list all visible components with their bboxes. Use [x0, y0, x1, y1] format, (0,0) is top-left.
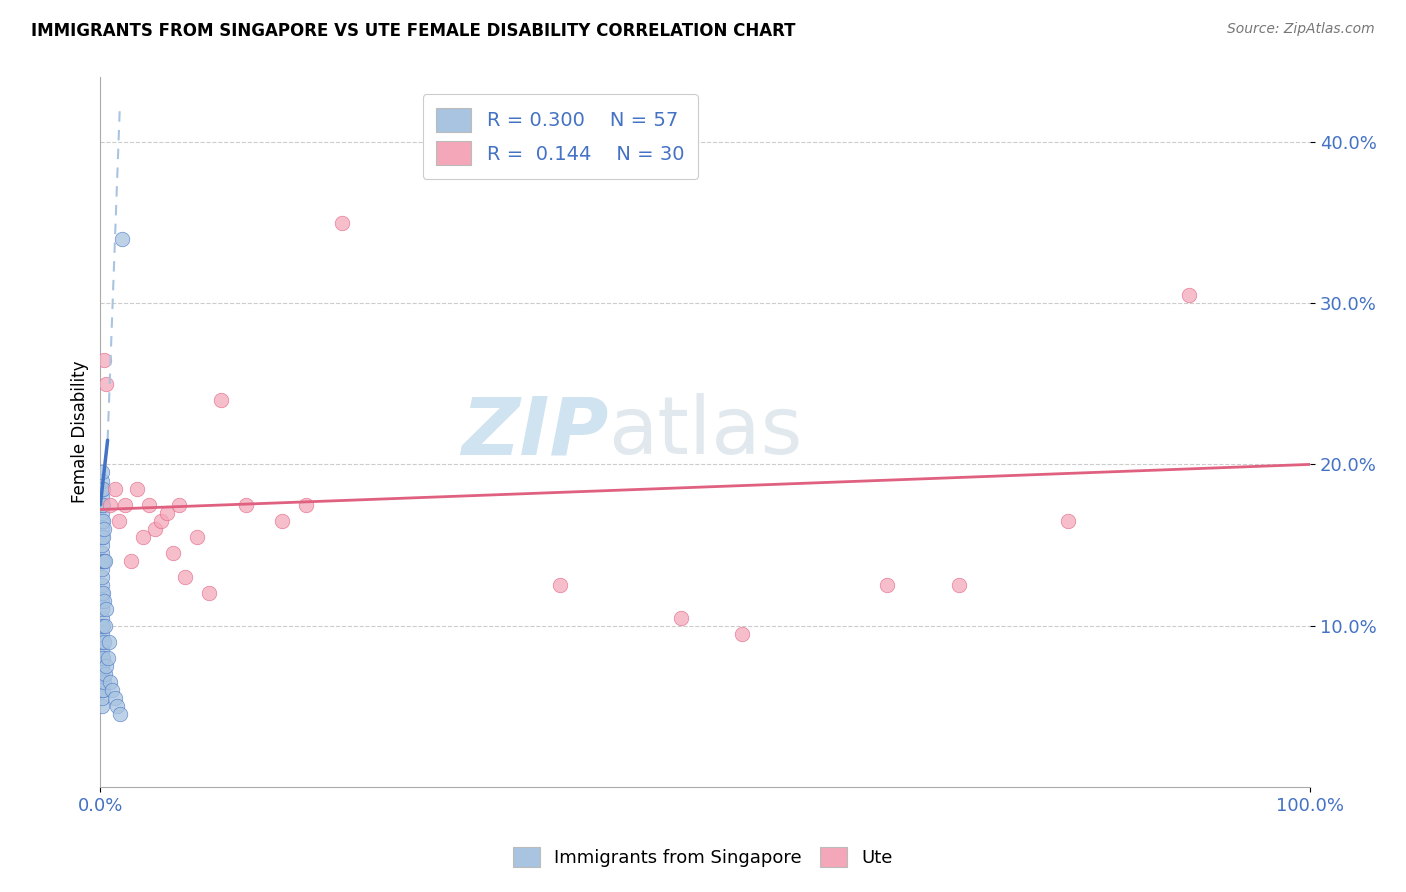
Legend: R = 0.300    N = 57, R =  0.144    N = 30: R = 0.300 N = 57, R = 0.144 N = 30	[423, 95, 697, 178]
Point	[90, 482, 112, 496]
Point	[91, 514, 114, 528]
Point	[162, 546, 184, 560]
Point	[125, 482, 148, 496]
Point	[105, 699, 128, 714]
Point	[90, 562, 112, 576]
Point	[90, 618, 112, 632]
Point	[96, 602, 118, 616]
Y-axis label: Female Disability: Female Disability	[72, 361, 89, 503]
Point	[90, 538, 112, 552]
Point	[90, 506, 112, 520]
Point	[143, 522, 166, 536]
Point	[90, 691, 112, 706]
Point	[93, 594, 115, 608]
Point	[90, 586, 112, 600]
Point	[131, 530, 153, 544]
Point	[90, 602, 112, 616]
Point	[90, 651, 112, 665]
Point	[91, 554, 114, 568]
Point	[209, 392, 232, 407]
Point	[90, 514, 112, 528]
Point	[93, 554, 115, 568]
Point	[90, 642, 112, 657]
Point	[98, 675, 121, 690]
Text: atlas: atlas	[609, 393, 803, 471]
Point	[90, 626, 112, 640]
Point	[91, 482, 114, 496]
Point	[93, 675, 115, 690]
Point	[97, 651, 120, 665]
Point	[107, 514, 129, 528]
Point	[90, 554, 112, 568]
Point	[186, 530, 208, 544]
Point	[114, 498, 136, 512]
Point	[94, 554, 117, 568]
Point	[93, 634, 115, 648]
Point	[270, 514, 292, 528]
Point	[94, 667, 117, 681]
Point	[90, 610, 112, 624]
Point	[120, 554, 142, 568]
Text: IMMIGRANTS FROM SINGAPORE VS UTE FEMALE DISABILITY CORRELATION CHART: IMMIGRANTS FROM SINGAPORE VS UTE FEMALE …	[31, 22, 796, 40]
Point	[174, 570, 197, 584]
Point	[96, 659, 118, 673]
Point	[876, 578, 898, 592]
Point	[101, 683, 124, 698]
Point	[90, 594, 112, 608]
Point	[90, 474, 112, 488]
Point	[235, 498, 257, 512]
Point	[111, 232, 134, 246]
Point	[93, 522, 115, 536]
Point	[104, 482, 127, 496]
Point	[104, 691, 127, 706]
Point	[138, 498, 160, 512]
Point	[90, 699, 112, 714]
Point	[548, 578, 571, 592]
Point	[295, 498, 318, 512]
Point	[91, 498, 114, 512]
Point	[98, 498, 121, 512]
Point	[93, 352, 115, 367]
Point	[91, 530, 114, 544]
Point	[90, 546, 112, 560]
Text: ZIP: ZIP	[461, 393, 609, 471]
Point	[108, 707, 131, 722]
Point	[94, 618, 117, 632]
Point	[90, 490, 112, 504]
Point	[90, 530, 112, 544]
Point	[91, 586, 114, 600]
Point	[167, 498, 190, 512]
Point	[948, 578, 970, 592]
Point	[330, 215, 353, 229]
Point	[90, 667, 112, 681]
Point	[91, 683, 114, 698]
Point	[90, 634, 112, 648]
Point	[91, 651, 114, 665]
Point	[90, 522, 112, 536]
Point	[90, 659, 112, 673]
Text: Source: ZipAtlas.com: Source: ZipAtlas.com	[1227, 22, 1375, 37]
Point	[97, 634, 120, 648]
Legend: Immigrants from Singapore, Ute: Immigrants from Singapore, Ute	[506, 839, 900, 874]
Point	[90, 466, 112, 480]
Point	[1057, 514, 1080, 528]
Point	[198, 586, 221, 600]
Point	[156, 506, 179, 520]
Point	[149, 514, 172, 528]
Point	[90, 578, 112, 592]
Point	[90, 675, 112, 690]
Point	[669, 610, 692, 624]
Point	[91, 618, 114, 632]
Point	[96, 376, 118, 391]
Point	[730, 626, 752, 640]
Point	[90, 498, 112, 512]
Point	[90, 570, 112, 584]
Point	[90, 683, 112, 698]
Point	[1178, 288, 1201, 302]
